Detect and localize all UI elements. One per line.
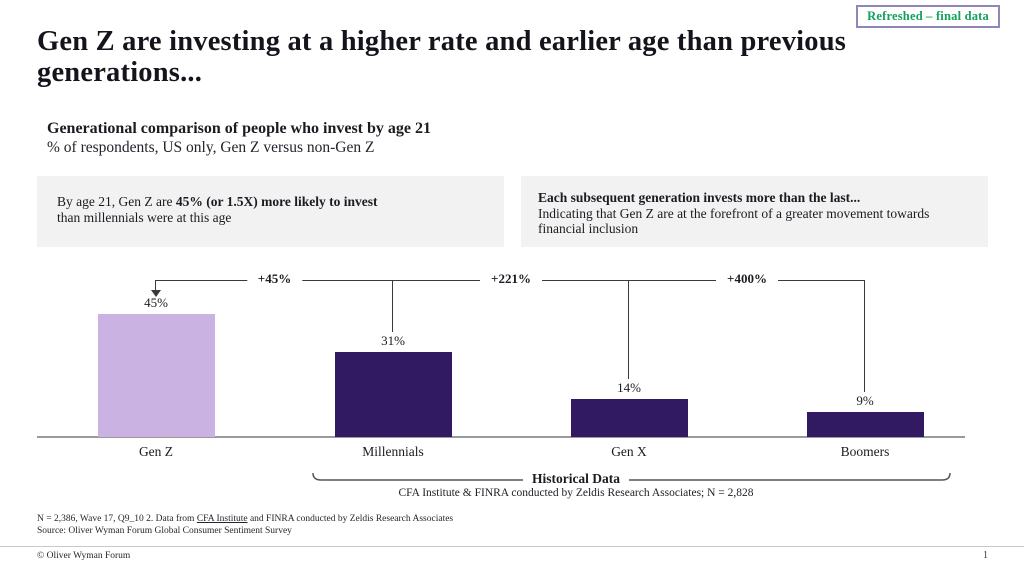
footnote-line1: N = 2,386, Wave 17, Q9_10 2. Data from C…: [37, 514, 453, 526]
callout-left-bold: 45% (or 1.5X) more likely to invest: [175, 194, 378, 209]
bar-millennials: [334, 352, 452, 437]
callout-left-line1: By age 21, Gen Z are 45% (or 1.5X) more …: [57, 194, 504, 210]
x-axis-line: [37, 436, 965, 438]
growth-annotation-label: +400%: [716, 271, 778, 287]
footnote-line2: Source: Oliver Wyman Forum Global Consum…: [37, 525, 292, 536]
page-title: Gen Z are investing at a higher rate and…: [37, 26, 997, 88]
bar-boomers: [806, 412, 924, 437]
historical-data-bracket: [312, 472, 951, 481]
annotation-drop-line: [864, 280, 865, 393]
annotation-drop-line: [392, 280, 393, 333]
arrow-shaft: [155, 280, 156, 291]
bar-category-label: Gen X: [611, 444, 647, 459]
bar-category-label: Boomers: [840, 444, 890, 459]
copyright: © Oliver Wyman Forum: [37, 551, 131, 561]
callout-right-heading: Each subsequent generation invests more …: [538, 190, 861, 205]
callout-left: By age 21, Gen Z are 45% (or 1.5X) more …: [37, 176, 504, 247]
growth-annotation-label: +45%: [246, 271, 303, 287]
chart-heading: Generational comparison of people who in…: [47, 120, 431, 137]
bar-gen-x: [570, 398, 688, 437]
bar-category-label: Gen Z: [138, 444, 174, 459]
page-title-line2: generations...: [37, 57, 203, 88]
bar-value-label: 14%: [617, 379, 641, 395]
bar-value-label: 31%: [381, 333, 405, 349]
chart-subtitle: Generational comparison of people who in…: [47, 119, 431, 157]
bracket-caption: CFA Institute & FINRA conducted by Zeldi…: [398, 487, 754, 499]
footnote-pre: N = 2,386, Wave 17, Q9_10 2. Data from: [37, 514, 197, 524]
footer-divider: [0, 546, 1024, 547]
chart-units: % of respondents, US only, Gen Z versus …: [47, 139, 375, 156]
bracket-label: Historical Data: [522, 471, 630, 487]
cfa-institute-link[interactable]: CFA Institute: [196, 514, 248, 524]
footnotes: N = 2,386, Wave 17, Q9_10 2. Data from C…: [37, 514, 453, 537]
callout-right: Each subsequent generation invests more …: [521, 176, 988, 247]
footnote-post: and FINRA conducted by Zeldis Research A…: [247, 514, 454, 524]
arrow-down-icon: [151, 290, 161, 297]
callout-right-body: Indicating that Gen Z are at the forefro…: [538, 205, 930, 237]
bar-value-label: 9%: [856, 393, 874, 409]
annotation-drop-line: [628, 280, 629, 379]
bar-category-label: Millennials: [362, 444, 424, 459]
page-title-line1: Gen Z are investing at a higher rate and…: [37, 26, 847, 57]
bar-value-label: 45%: [144, 295, 168, 311]
callout-left-line2: than millennials were at this age: [57, 209, 232, 225]
status-badge: Refreshed – final data: [856, 5, 1000, 28]
bar-gen-z: [97, 314, 215, 437]
callout-left-prefix: By age 21, Gen Z are: [57, 194, 176, 209]
page-number: 1: [983, 550, 988, 561]
growth-annotation-label: +221%: [480, 271, 542, 287]
